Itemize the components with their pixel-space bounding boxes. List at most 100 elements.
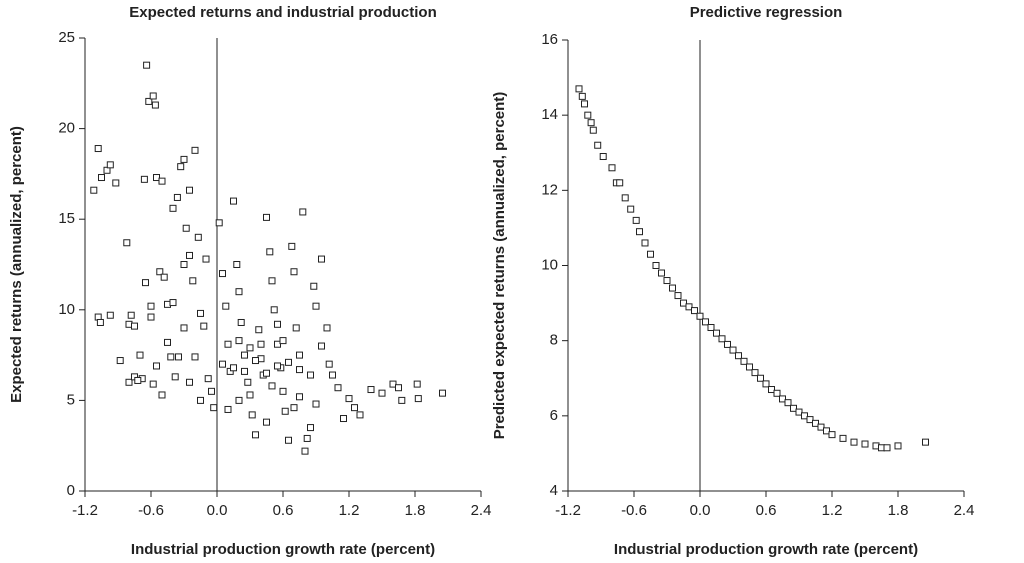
point [707, 324, 715, 332]
point [345, 395, 353, 403]
point [636, 228, 643, 236]
chart-title: Expected returns and industrial producti… [129, 4, 437, 21]
point [801, 412, 808, 420]
point [171, 373, 179, 381]
x-tick-label: 0.0 [690, 502, 711, 519]
point [237, 318, 245, 326]
point [252, 357, 259, 365]
x-tick-label: 0.0 [207, 502, 228, 519]
point [669, 284, 676, 292]
point [156, 268, 164, 276]
point [123, 239, 131, 247]
point [268, 382, 276, 390]
point [746, 363, 753, 371]
y-tick-label: 0 [67, 482, 75, 499]
point [594, 141, 602, 149]
point [210, 404, 218, 412]
point [281, 407, 289, 415]
point [307, 424, 314, 432]
point [248, 411, 256, 419]
point [149, 92, 157, 100]
point [180, 155, 188, 163]
y-tick-label: 15 [58, 210, 75, 227]
point [127, 311, 135, 319]
point [180, 261, 188, 268]
point [724, 340, 731, 348]
point [189, 277, 197, 285]
point [186, 186, 193, 194]
point [318, 342, 325, 350]
point [299, 208, 307, 216]
y-tick-label: 25 [58, 29, 75, 46]
point [186, 251, 193, 259]
y-tick-label: 20 [58, 120, 75, 137]
point [169, 299, 177, 307]
point [367, 386, 375, 394]
point [230, 197, 237, 205]
y-tick-label: 4 [550, 482, 558, 499]
point [180, 324, 188, 332]
point [307, 371, 314, 379]
point [140, 175, 148, 183]
point [215, 219, 223, 227]
point [164, 338, 171, 346]
point [106, 161, 114, 169]
point [578, 92, 586, 100]
point [112, 179, 120, 187]
point [96, 318, 104, 326]
point [323, 324, 331, 332]
point [266, 248, 274, 256]
point [652, 262, 660, 269]
point [757, 374, 764, 382]
point [584, 111, 592, 119]
point [735, 352, 742, 360]
point [235, 288, 243, 296]
point [817, 423, 825, 431]
point [224, 340, 232, 348]
point [90, 186, 98, 194]
point [883, 444, 891, 452]
y-axis-label: Predicted expected returns (annualized, … [491, 92, 508, 440]
point [413, 380, 421, 388]
point [718, 335, 726, 343]
point [823, 427, 830, 435]
point [329, 371, 336, 379]
point [142, 279, 149, 287]
point [740, 357, 748, 365]
point [340, 415, 347, 423]
point [922, 438, 929, 446]
point [696, 312, 704, 320]
point [812, 419, 819, 427]
point [680, 299, 687, 307]
y-tick-label: 14 [541, 106, 558, 123]
point [296, 393, 303, 401]
point [303, 434, 311, 442]
point [779, 395, 786, 403]
point [274, 362, 281, 370]
x-tick-label: 0.6 [756, 502, 777, 519]
point [773, 389, 781, 397]
y-tick-label: 6 [550, 407, 558, 424]
point [616, 179, 624, 187]
point [270, 306, 278, 314]
point [241, 351, 248, 359]
point [194, 233, 202, 241]
x-tick-label: 2.4 [471, 502, 492, 519]
point [589, 126, 597, 134]
point [599, 153, 607, 161]
x-tick-label: -1.2 [72, 502, 98, 519]
point [685, 303, 693, 311]
point [197, 396, 204, 404]
point [658, 269, 665, 277]
point [310, 282, 318, 290]
point [241, 367, 248, 375]
point [839, 434, 847, 442]
point [202, 255, 210, 263]
x-tick-label: -0.6 [621, 502, 647, 519]
point [224, 405, 232, 413]
point [702, 318, 709, 326]
point [790, 404, 797, 412]
point [191, 146, 199, 154]
point [389, 380, 397, 388]
point [246, 344, 254, 352]
